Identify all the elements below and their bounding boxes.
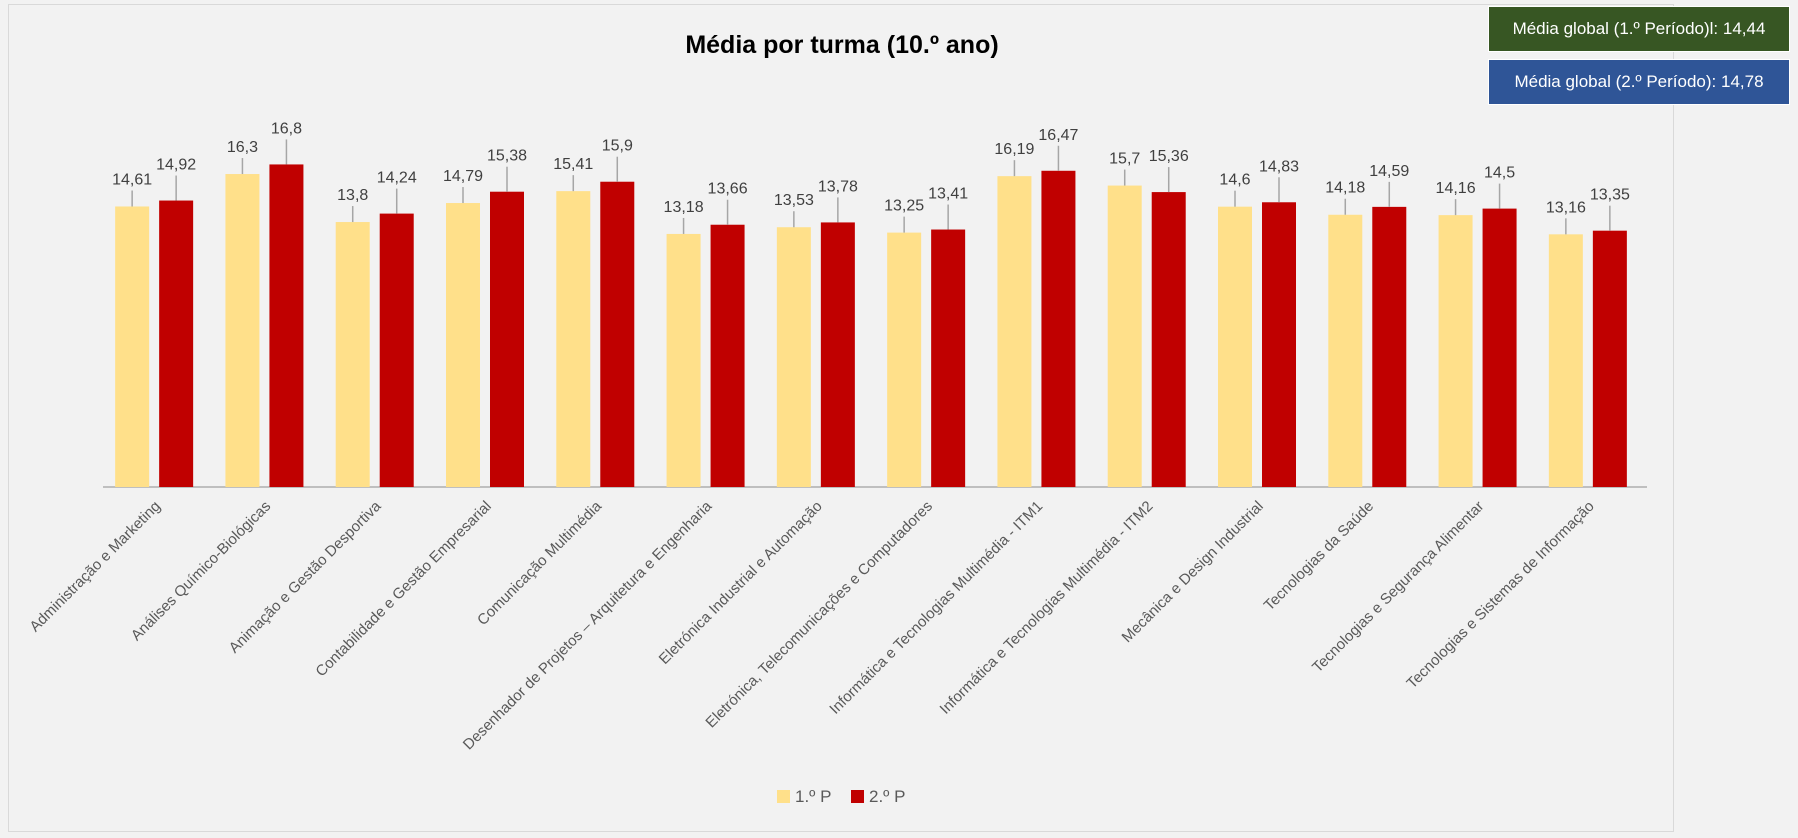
x-tick-label: Tecnologias e Segurança Alimentar <box>1309 498 1487 676</box>
bar <box>887 232 922 487</box>
data-label: 14,6 <box>1219 172 1250 189</box>
x-tick-label: Informática e Tecnologias Multimédia - I… <box>826 498 1046 718</box>
x-tick-label: Comunicação Multimédia <box>474 497 606 629</box>
x-tick-label: Informática e Tecnologias Multimédia - I… <box>937 498 1157 718</box>
bar <box>1438 215 1473 488</box>
data-label: 13,35 <box>1590 187 1630 204</box>
data-label: 14,18 <box>1325 180 1365 197</box>
data-label: 13,16 <box>1546 199 1586 216</box>
data-label: 13,53 <box>774 192 814 209</box>
bar <box>666 233 701 487</box>
bar <box>379 213 414 488</box>
data-label: 13,25 <box>884 198 924 215</box>
bar <box>1372 206 1407 487</box>
data-label: 14,92 <box>156 157 196 174</box>
bar <box>159 200 194 487</box>
global-average-p2-badge: Média global (2.º Período): 14,78 <box>1488 59 1790 105</box>
legend-label: 2.º P <box>869 787 905 806</box>
bar <box>931 229 966 487</box>
x-tick-label: Desenhador de Projetos – Arquitetura e E… <box>460 497 716 753</box>
data-label: 14,83 <box>1259 158 1299 175</box>
data-label: 14,16 <box>1436 180 1476 197</box>
global-average-p1-badge: Média global (1.º Período)l: 14,44 <box>1488 6 1790 52</box>
bar <box>1151 192 1186 487</box>
data-label: 13,41 <box>928 186 968 203</box>
bar <box>490 191 524 488</box>
data-label: 15,38 <box>487 148 527 165</box>
data-label: 15,36 <box>1149 148 1189 165</box>
legend-swatch <box>851 790 864 803</box>
x-tick-label: Tecnologias da Saúde <box>1261 498 1377 614</box>
chart-frame: Média por turma (10.º ano) 14,61 14,92 Admi… <box>8 4 1674 832</box>
chart-title: Média por turma (10.º ano) <box>685 31 998 59</box>
bar <box>115 206 150 487</box>
bar <box>710 224 745 487</box>
bar <box>776 227 811 487</box>
bar <box>1548 234 1583 487</box>
data-label: 14,5 <box>1484 165 1515 182</box>
legend-swatch <box>777 790 790 803</box>
data-label: 13,78 <box>818 178 858 195</box>
data-label: 16,8 <box>271 120 302 137</box>
data-label: 15,41 <box>553 156 593 173</box>
data-label: 15,7 <box>1109 151 1140 168</box>
bar <box>335 222 370 488</box>
x-tick-label: Eletrónica, Telecomunicações e Computado… <box>702 498 936 732</box>
bar <box>269 164 304 487</box>
data-label: 14,79 <box>443 168 483 185</box>
x-tick-label: Administração e Marketing <box>26 498 164 636</box>
x-tick-label: Contabilidade e Gestão Empresarial <box>312 498 494 680</box>
data-label: 16,3 <box>227 139 258 156</box>
bar <box>1262 202 1296 487</box>
data-label: 13,66 <box>708 181 748 198</box>
x-tick-label: Tecnologias e Sistemas de Informação <box>1403 498 1597 692</box>
bar <box>820 222 855 487</box>
data-label: 16,47 <box>1038 127 1078 144</box>
data-label: 14,59 <box>1369 163 1409 180</box>
bar <box>556 191 591 488</box>
bar <box>1482 208 1517 487</box>
bar <box>1592 230 1627 487</box>
bar <box>1218 206 1252 487</box>
bar <box>1041 170 1076 487</box>
data-label: 13,8 <box>337 187 368 204</box>
data-label: 13,18 <box>664 199 704 216</box>
bar <box>600 181 635 487</box>
data-label: 15,9 <box>602 138 633 155</box>
bar <box>225 174 260 488</box>
data-label: 14,61 <box>112 171 152 188</box>
bar <box>446 203 480 488</box>
bar <box>1107 185 1142 487</box>
data-label: 16,19 <box>994 141 1034 158</box>
data-label: 14,24 <box>377 170 417 187</box>
bar <box>1328 214 1363 487</box>
legend-label: 1.º P <box>795 787 831 806</box>
bar <box>997 176 1032 488</box>
